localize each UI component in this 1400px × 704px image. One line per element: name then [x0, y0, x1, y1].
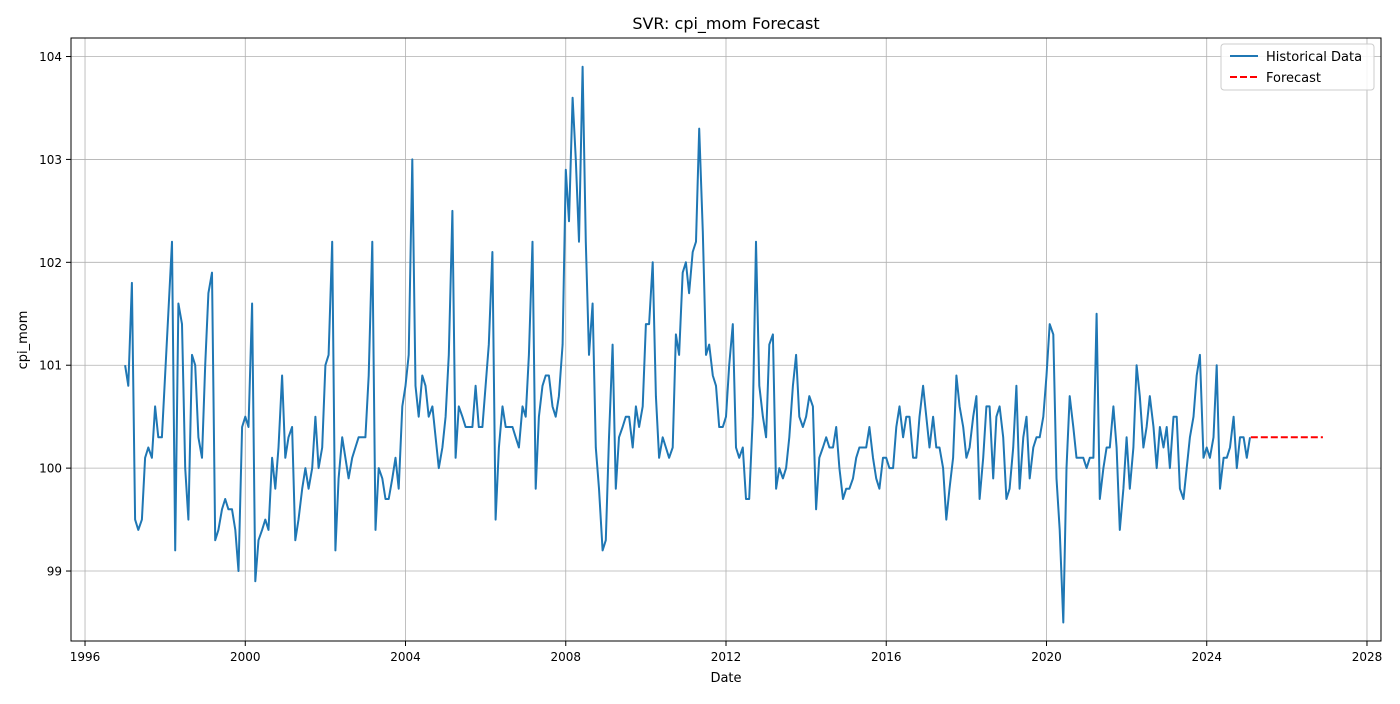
x-tick-label: 2020 — [1031, 650, 1062, 664]
x-axis-ticks: 1996 2000 2004 2008 2012 2016 2020 2024 2028 — [70, 641, 1383, 664]
x-axis-label: Date — [710, 671, 741, 686]
legend-box — [1220, 43, 1375, 91]
x-tick-label: 2012 — [711, 650, 742, 664]
x-tick-label: 2016 — [871, 650, 902, 664]
x-tick-label: 2028 — [1352, 650, 1383, 664]
x-tick-label: 2008 — [550, 650, 581, 664]
y-tick-label: 103 — [39, 153, 62, 167]
y-tick-label: 102 — [39, 256, 62, 270]
x-tick-label: 2024 — [1191, 650, 1222, 664]
chart-title: SVR: cpi_mom Forecast — [632, 14, 819, 34]
y-tick-label: 104 — [39, 50, 62, 64]
x-tick-label: 2004 — [390, 650, 421, 664]
legend-forecast-label: Forecast — [1266, 71, 1321, 86]
gridlines — [71, 38, 1381, 641]
historical-data-line — [124, 65, 1251, 624]
y-tick-label: 99 — [47, 565, 62, 579]
y-tick-label: 101 — [39, 359, 62, 373]
legend-historical-label: Historical Data — [1266, 50, 1362, 65]
y-axis-label: cpi_mom — [16, 311, 31, 370]
x-tick-label: 1996 — [70, 650, 101, 664]
x-tick-label: 2000 — [230, 650, 261, 664]
y-axis-ticks: 99 100 101 102 103 104 — [39, 50, 71, 579]
series-layer — [124, 65, 1323, 624]
legend: Historical Data Forecast — [1220, 43, 1375, 91]
y-tick-label: 100 — [39, 462, 62, 476]
